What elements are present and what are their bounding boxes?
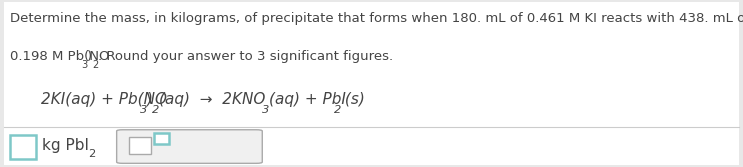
- Text: Determine the mass, in kilograms, of precipitate that forms when 180. mL of 0.46: Determine the mass, in kilograms, of pre…: [10, 12, 743, 25]
- Text: 3: 3: [140, 105, 148, 115]
- FancyBboxPatch shape: [117, 130, 262, 163]
- Text: 2: 2: [88, 149, 95, 159]
- Text: (s): (s): [340, 92, 365, 107]
- Text: 3: 3: [262, 105, 270, 115]
- FancyBboxPatch shape: [10, 135, 36, 159]
- Text: 2: 2: [334, 105, 341, 115]
- Text: ): ): [147, 92, 153, 107]
- Text: . Round your answer to 3 significant figures.: . Round your answer to 3 significant fig…: [98, 50, 393, 63]
- Text: 3: 3: [81, 60, 87, 70]
- Text: kg PbI: kg PbI: [42, 138, 89, 153]
- Text: 2: 2: [92, 60, 98, 70]
- Text: 0.198 M Pb(NO: 0.198 M Pb(NO: [10, 50, 109, 63]
- FancyBboxPatch shape: [4, 2, 739, 165]
- Text: 2: 2: [152, 105, 160, 115]
- FancyBboxPatch shape: [129, 137, 151, 154]
- Text: ): ): [87, 50, 92, 63]
- Text: (aq)  →  2KNO: (aq) → 2KNO: [159, 92, 265, 107]
- Text: 2KI(aq) + Pb(NO: 2KI(aq) + Pb(NO: [41, 92, 167, 107]
- FancyBboxPatch shape: [154, 133, 169, 144]
- Text: (aq) + PbI: (aq) + PbI: [269, 92, 345, 107]
